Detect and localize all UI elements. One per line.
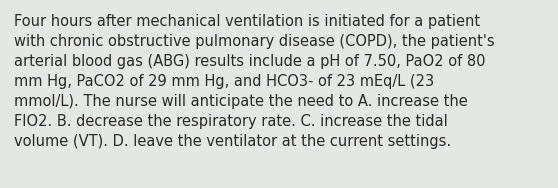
Text: Four hours after mechanical ventilation is initiated for a patient
with chronic : Four hours after mechanical ventilation … [14, 14, 494, 149]
